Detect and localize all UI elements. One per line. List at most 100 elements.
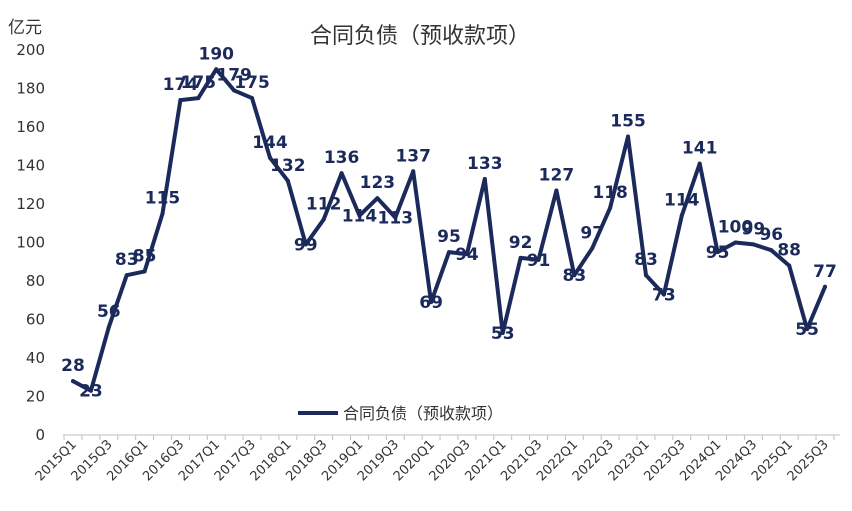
data-point: [88, 388, 93, 393]
data-label: 95: [706, 243, 730, 263]
data-label: 55: [795, 320, 819, 340]
data-label: 175: [234, 73, 270, 93]
data-label: 144: [252, 133, 288, 153]
data-point: [250, 96, 255, 101]
data-point: [196, 96, 201, 101]
data-point: [464, 252, 469, 257]
y-tick-label: 120: [16, 195, 45, 213]
data-point: [106, 325, 111, 330]
y-tick-label: 140: [16, 157, 45, 175]
data-point: [500, 330, 505, 335]
data-point: [769, 248, 774, 253]
data-label: 99: [742, 219, 766, 239]
y-tick-label: 0: [35, 426, 45, 444]
data-label: 99: [294, 235, 318, 255]
y-tick-label: 200: [16, 41, 45, 59]
data-label: 83: [115, 250, 139, 270]
data-label: 123: [360, 173, 396, 193]
data-label: 92: [509, 233, 533, 253]
data-point: [643, 273, 648, 278]
watermark: 雪球：大树的春天园: [669, 480, 840, 502]
data-point: [429, 300, 434, 305]
y-tick-label: 20: [26, 388, 45, 406]
data-point: [178, 98, 183, 103]
data-point: [339, 171, 344, 176]
data-point: [411, 169, 416, 174]
data-label: 94: [455, 245, 479, 265]
legend: 合同负债（预收款项）: [298, 404, 503, 423]
data-point: [447, 250, 451, 255]
data-label: 91: [527, 251, 551, 271]
data-point: [697, 161, 702, 166]
data-point: [536, 257, 541, 262]
data-label: 100: [718, 218, 754, 238]
data-point: [285, 178, 290, 183]
data-label: 132: [270, 156, 306, 176]
data-point: [823, 284, 827, 289]
data-label: 155: [610, 112, 646, 132]
data-point: [715, 250, 720, 255]
data-label: 73: [652, 285, 676, 305]
data-label: 127: [539, 166, 575, 186]
chart-title: 合同负债（预收款项）: [310, 24, 530, 49]
data-label: 23: [79, 382, 103, 402]
data-point: [393, 215, 398, 220]
data-point: [142, 269, 147, 274]
data-point: [303, 242, 308, 247]
data-point: [482, 176, 487, 181]
data-point: [572, 273, 577, 278]
data-label: 136: [324, 148, 360, 168]
data-label: 137: [395, 146, 431, 166]
y-tick-label: 100: [16, 234, 45, 252]
data-point: [124, 273, 129, 278]
data-point: [608, 205, 613, 210]
data-label: 175: [181, 73, 217, 93]
data-point: [733, 240, 738, 245]
data-label: 114: [342, 207, 378, 227]
data-point: [679, 213, 684, 218]
data-label: 96: [759, 225, 783, 245]
data-label: 77: [813, 262, 837, 282]
data-point: [160, 211, 165, 216]
y-tick-label: 160: [16, 118, 45, 136]
legend-label: 合同负债（预收款项）: [343, 404, 503, 423]
data-label: 97: [580, 223, 604, 243]
data-point: [375, 196, 380, 201]
y-tick-label: 40: [26, 349, 45, 367]
data-label: 141: [682, 139, 718, 159]
data-point: [518, 255, 523, 260]
x-tick-labels: 2015Q12015Q32016Q12016Q32017Q12017Q32018…: [33, 437, 832, 484]
data-point: [626, 134, 631, 139]
data-label: 112: [306, 194, 342, 214]
data-label: 88: [777, 241, 801, 261]
y-tick-labels: 0 20 40 60 80 100 120 140 160 180 200: [16, 41, 45, 444]
data-label: 69: [419, 293, 443, 313]
y-tick-label: 180: [16, 80, 45, 98]
data-label: 83: [562, 266, 586, 286]
data-label: 28: [61, 356, 85, 376]
data-label: 133: [467, 154, 503, 174]
y-tick-label: 60: [26, 311, 45, 329]
data-label: 56: [97, 302, 121, 322]
data-label: 190: [198, 44, 234, 64]
x-tick-marks: [63, 435, 835, 440]
data-point: [267, 155, 272, 160]
data-point: [214, 67, 219, 72]
data-label: 115: [145, 189, 181, 209]
y-tick-label: 80: [26, 272, 45, 290]
data-label: 85: [133, 246, 157, 266]
data-labels: 2823568385115174175190179175144132991121…: [61, 44, 837, 401]
data-label: 118: [592, 183, 628, 203]
data-point: [232, 88, 237, 93]
data-label: 95: [437, 227, 461, 247]
data-label: 179: [216, 65, 252, 85]
data-point: [590, 246, 595, 251]
data-point: [751, 242, 756, 247]
data-point: [554, 188, 559, 193]
data-label: 83: [634, 250, 658, 270]
data-points: [71, 67, 827, 393]
data-point: [321, 217, 326, 222]
data-point: [805, 327, 810, 332]
data-point: [71, 379, 75, 384]
